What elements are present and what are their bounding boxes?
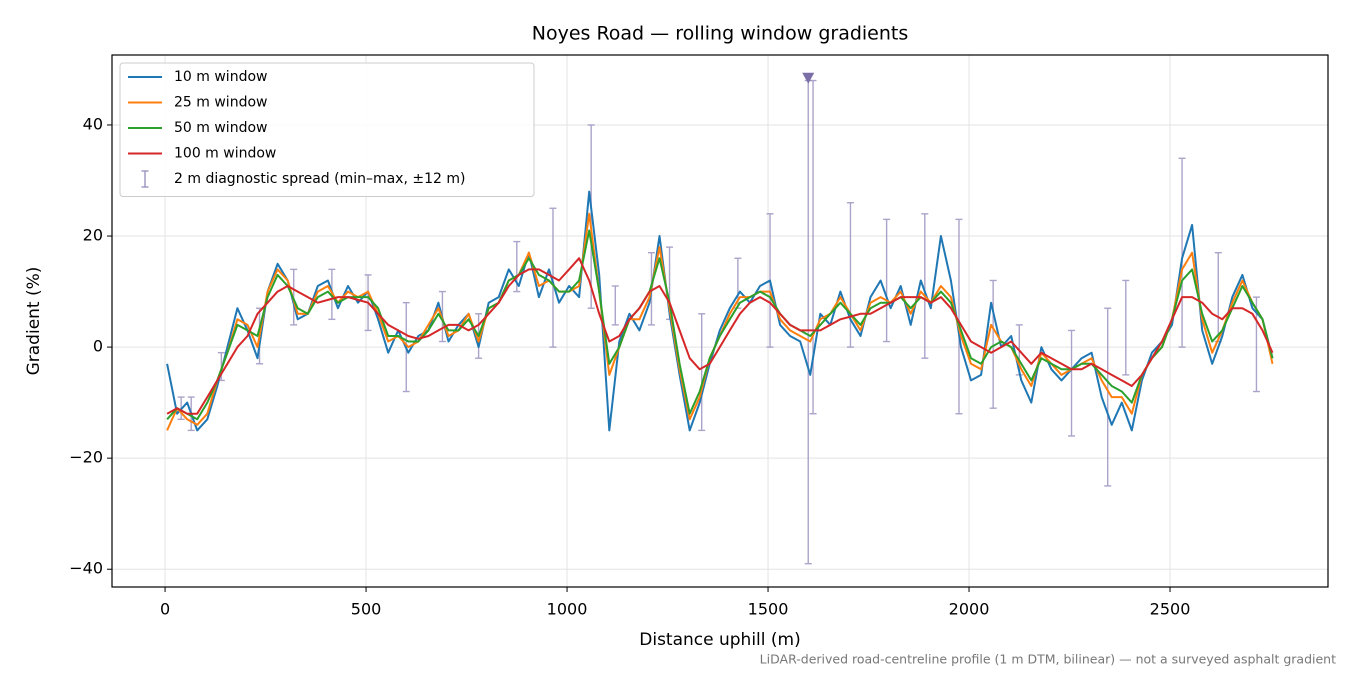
y-tick-label: −20 <box>69 448 103 467</box>
error-bar <box>921 213 929 359</box>
error-bar <box>611 285 619 326</box>
x-tick-label: 500 <box>351 600 382 619</box>
x-axis-label: Distance uphill (m) <box>639 630 800 650</box>
y-tick-label: −40 <box>69 559 103 578</box>
chart-title: Noyes Road — rolling window gradients <box>532 23 909 45</box>
error-bar <box>1122 279 1130 376</box>
error-bar <box>883 218 891 343</box>
x-tick-label: 1500 <box>748 600 789 619</box>
error-bar <box>846 202 854 348</box>
legend-label: 25 m window <box>174 95 267 111</box>
series-line <box>166 257 1274 415</box>
series-line <box>166 190 1274 432</box>
error-bar <box>1178 157 1186 348</box>
legend-box <box>119 62 535 197</box>
legend-label: 2 m diagnostic spread (min–max, ±12 m) <box>174 171 465 187</box>
legend-label: 100 m window <box>174 146 276 162</box>
error-bar <box>989 279 997 409</box>
legend-label: 10 m window <box>174 69 267 85</box>
error-bar <box>1104 307 1112 487</box>
x-tick-label: 1000 <box>547 600 588 619</box>
error-bar <box>587 124 595 309</box>
footnote: LiDAR-derived road-centreline profile (1… <box>760 652 1336 667</box>
y-tick-label: 40 <box>83 114 103 133</box>
error-bar <box>1068 329 1076 437</box>
y-tick-label: 0 <box>93 337 103 356</box>
x-tick-label: 2000 <box>949 600 990 619</box>
x-tick-label: 2500 <box>1150 600 1191 619</box>
error-bar <box>698 313 706 432</box>
legend-label: 50 m window <box>174 120 267 136</box>
clip-marker <box>802 72 815 84</box>
y-tick-label: 20 <box>83 226 103 245</box>
error-bar <box>955 218 963 415</box>
plot-frame <box>111 54 1329 588</box>
y-axis-label: Gradient (%) <box>24 267 44 376</box>
x-tick-label: 0 <box>160 600 170 619</box>
